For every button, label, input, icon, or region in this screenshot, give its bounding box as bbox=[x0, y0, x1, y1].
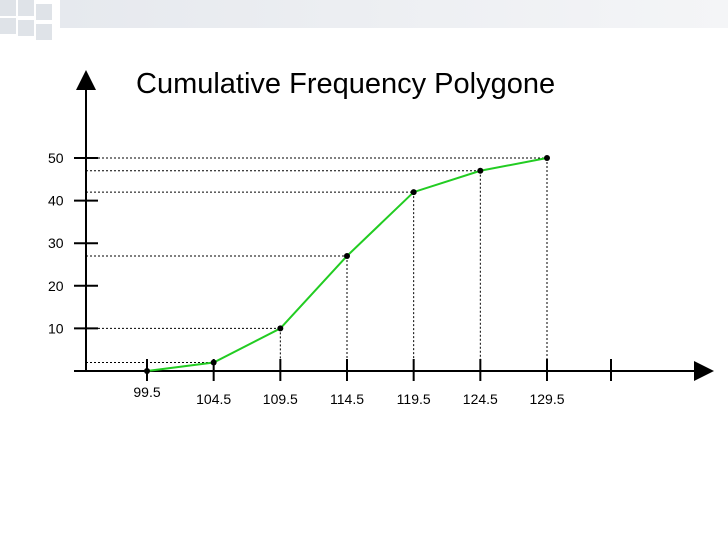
data-point-99.5 bbox=[144, 368, 150, 374]
decorative-top-band bbox=[60, 0, 728, 28]
decorative-corner-squares bbox=[0, 0, 52, 40]
y-tick-label-50: 50 bbox=[48, 150, 64, 166]
x-tick-label-99.5: 99.5 bbox=[133, 384, 160, 400]
y-tick-label-20: 20 bbox=[48, 278, 64, 294]
data-point-119.5 bbox=[410, 189, 417, 196]
chart-title: Cumulative Frequency Polygone bbox=[136, 68, 556, 100]
data-point-129.5 bbox=[544, 155, 550, 161]
data-point-124.5 bbox=[477, 167, 484, 174]
x-tick-label-114.5: 114.5 bbox=[330, 391, 364, 407]
x-tick-label-129.5: 129.5 bbox=[529, 391, 564, 407]
data-point-109.5 bbox=[277, 325, 284, 332]
x-tick-label-104.5: 104.5 bbox=[196, 391, 231, 407]
y-tick-label-30: 30 bbox=[48, 235, 64, 251]
y-tick-label-40: 40 bbox=[48, 193, 64, 209]
x-tick-label-109.5: 109.5 bbox=[263, 391, 298, 407]
x-tick-label-124.5: 124.5 bbox=[463, 391, 498, 407]
data-point-114.5 bbox=[344, 252, 350, 259]
x-tick-label-119.5: 119.5 bbox=[397, 391, 431, 407]
data-point-104.5 bbox=[210, 359, 217, 366]
y-tick-label-10: 10 bbox=[48, 320, 64, 336]
